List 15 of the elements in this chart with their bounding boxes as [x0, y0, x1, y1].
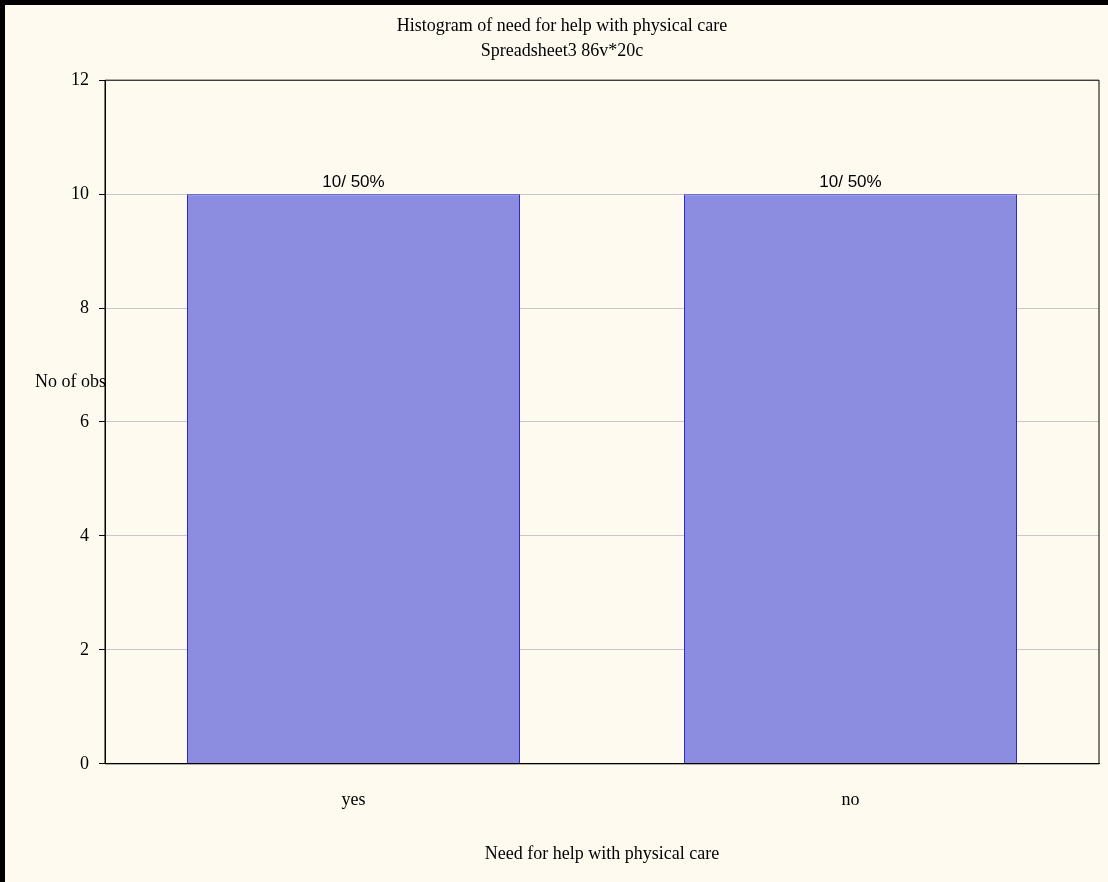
y-tick-label: 6: [80, 410, 89, 431]
y-tick-label: 0: [80, 752, 89, 773]
x-tick-label: yes: [341, 789, 366, 810]
data-label: 10/ 50%: [819, 172, 882, 192]
y-axis-title: No of obs: [35, 370, 106, 391]
x-axis-title: Need for help with physical care: [484, 842, 720, 863]
data-label: 10/ 50%: [322, 172, 385, 192]
y-tick-label: 8: [80, 296, 89, 317]
y-tick-label: 12: [71, 68, 89, 89]
chart-subtitle: Spreadsheet3 86v*20c: [480, 40, 644, 61]
y-tick-label: 10: [71, 182, 89, 203]
chart-title: Histogram of need for help with physical care: [396, 14, 728, 35]
x-tick-label: no: [841, 789, 860, 810]
y-tick-label: 2: [80, 638, 89, 659]
y-tick-label: 4: [80, 524, 89, 545]
